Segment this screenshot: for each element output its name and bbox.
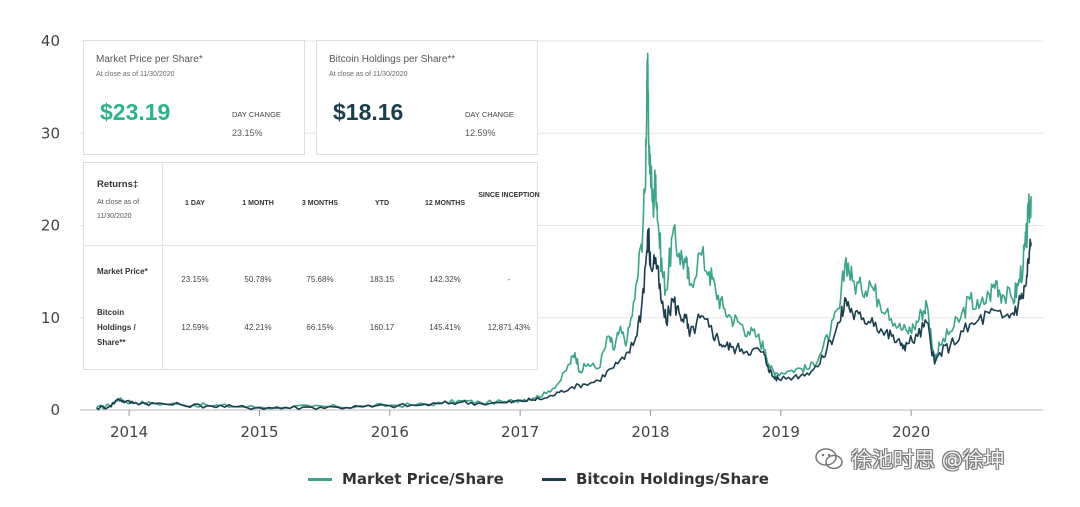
y-tick-label: 20 — [41, 217, 60, 235]
returns-cell: 50.78% — [244, 275, 272, 284]
market-price-day-change-label: DAY CHANGE — [232, 110, 281, 119]
series-line-bitcoin-holdings — [96, 227, 1032, 411]
bitcoin-holdings-card-date: At close as of 11/30/2020 — [329, 71, 408, 78]
x-tick-label: 2018 — [631, 423, 669, 441]
legend-swatch-market-price — [308, 477, 332, 481]
x-tick-label: 2019 — [762, 423, 800, 441]
returns-cell: 12.59% — [181, 323, 209, 332]
returns-row-bitcoin-holdings-label: Bitcoin Holdings / Share** — [97, 308, 136, 347]
returns-row-market-price-label: Market Price* — [97, 267, 148, 276]
returns-cell: - — [507, 275, 511, 284]
returns-col-3months: 3 MONTHS — [301, 200, 339, 207]
returns-cell: 160.17 — [369, 323, 395, 332]
bitcoin-holdings-day-change-value: 12.59% — [465, 128, 496, 138]
x-tick-label: 2015 — [240, 423, 278, 441]
returns-cell: 75.68% — [306, 275, 334, 284]
market-price-day-change-value: 23.15% — [232, 128, 263, 138]
watermark-text: 徐池时思 @徐坤 — [851, 448, 1005, 472]
legend-market-price: Market Price/Share — [308, 470, 504, 488]
y-tick-label: 30 — [41, 124, 60, 142]
returns-cell: 142.32% — [429, 275, 461, 284]
bitcoin-holdings-day-change-label: DAY CHANGE — [465, 110, 514, 119]
returns-table: Returns‡ At close as of 11/30/2020 1 DAY… — [83, 162, 540, 370]
y-tick-label: 40 — [41, 32, 60, 50]
bitcoin-holdings-card: Bitcoin Holdings per Share** At close as… — [316, 40, 538, 155]
returns-cell: 12,871.43% — [487, 323, 531, 332]
market-price-card-date: At close as of 11/30/2020 — [96, 71, 175, 78]
bitcoin-holdings-value: $18.16 — [333, 99, 404, 125]
legend-bitcoin-holdings: Bitcoin Holdings/Share — [542, 470, 769, 488]
x-tick-label: 2017 — [501, 423, 539, 441]
returns-col-since-inception: SINCE INCEPTION — [478, 192, 540, 199]
watermark: 徐池时思 @徐坤 — [815, 444, 1005, 474]
returns-col-1month: 1 MONTH — [242, 200, 274, 207]
legend-swatch-bitcoin-holdings — [542, 477, 566, 481]
y-tick-label: 10 — [41, 309, 60, 327]
returns-cell: 145.41% — [429, 323, 461, 332]
returns-cell: 183.15 — [369, 275, 395, 284]
x-tick-label: 2016 — [371, 423, 409, 441]
wechat-icon — [815, 448, 843, 470]
returns-title: Returns‡ — [97, 179, 139, 190]
x-tick-label: 2014 — [110, 423, 148, 441]
market-price-value: $23.19 — [100, 99, 171, 125]
returns-cell: 66.15% — [306, 323, 334, 332]
returns-col-1day: 1 DAY — [185, 200, 205, 207]
market-price-card: Market Price per Share* At close as of 1… — [83, 40, 305, 155]
returns-divider-vertical — [162, 163, 163, 369]
returns-col-ytd: YTD — [375, 200, 389, 207]
returns-cell: 42.21% — [244, 323, 272, 332]
y-tick-label: 0 — [50, 401, 60, 419]
legend-label-market-price: Market Price/Share — [342, 470, 504, 488]
returns-cell: 23.15% — [181, 275, 209, 284]
returns-col-12months: 12 MONTHS — [424, 200, 466, 207]
bitcoin-holdings-card-title: Bitcoin Holdings per Share** — [329, 54, 456, 65]
returns-divider-horizontal — [84, 245, 537, 246]
x-tick-label: 2020 — [892, 423, 930, 441]
legend-label-bitcoin-holdings: Bitcoin Holdings/Share — [576, 470, 769, 488]
market-price-card-title: Market Price per Share* — [96, 54, 203, 65]
returns-date: At close as of 11/30/2020 — [97, 199, 140, 220]
